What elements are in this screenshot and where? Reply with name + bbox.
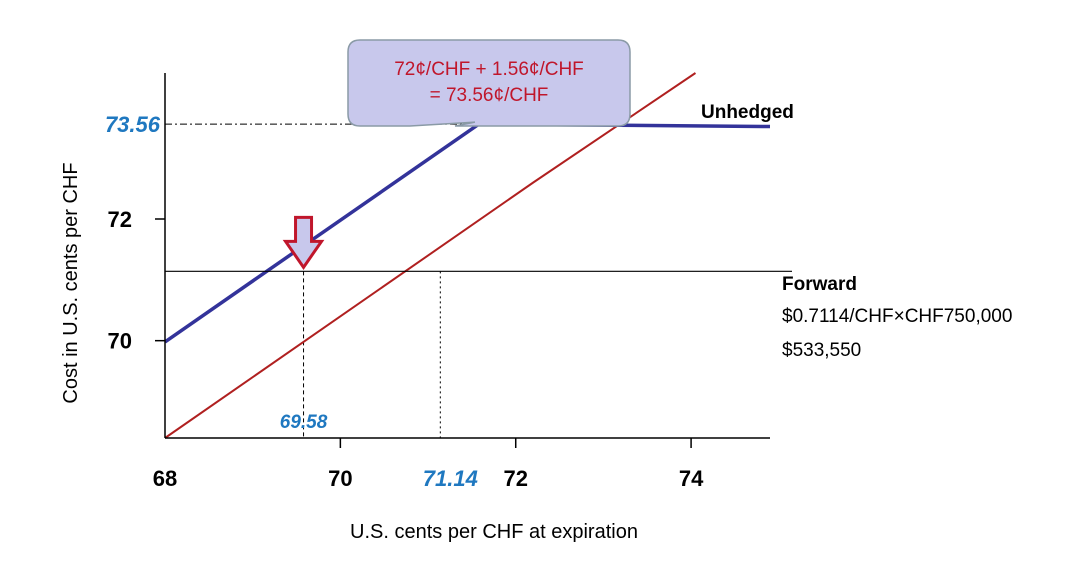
forward-label: Forward [782,274,857,295]
x-tick-label: 74 [679,466,704,491]
x-tick-label: 70 [328,466,352,491]
option-hedge-line [164,122,771,344]
forward-note: $533,550 [782,340,861,361]
callout-text: 72¢/CHF + 1.56¢/CHF [394,59,584,80]
unhedged-line [164,72,697,439]
down-arrow-icon [282,215,325,270]
y-tick-label: 70 [108,329,132,354]
unhedged-label: Unhedged [701,102,794,123]
x-marker-low-label: 69.58 [280,412,328,433]
callout-bubble [347,39,631,127]
x-marker-forward-label: 71.14 [423,466,478,491]
x-axis-label: U.S. cents per CHF at expiration [350,521,638,543]
y-marker-label: 73.56 [105,112,161,137]
y-axis-label: Cost in U.S. cents per CHF [60,162,82,403]
x-tick-label: 68 [153,466,177,491]
y-tick-label: 72 [108,207,132,232]
x-tick-label: 72 [503,466,527,491]
forward-note: $0.7114/CHF×CHF750,000 [782,306,1012,327]
callout-text: = 73.56¢/CHF [430,85,549,106]
